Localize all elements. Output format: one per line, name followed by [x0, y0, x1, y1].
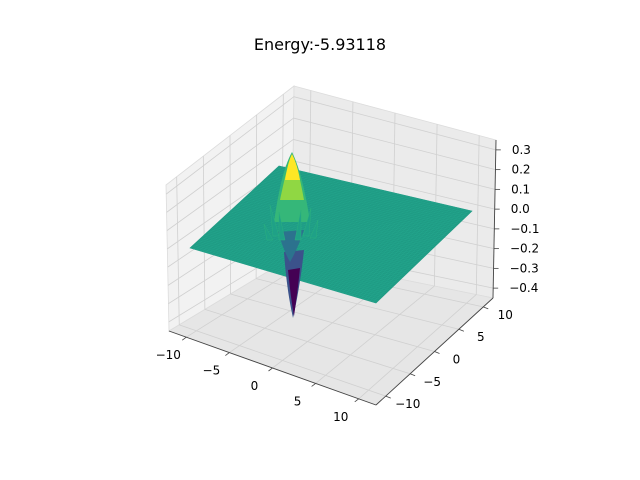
- z-ticks: 0.3 0.2 0.1 0.0 −0.1 −0.2 −0.3 −0.4: [493, 143, 539, 295]
- y-floor-gridline: [230, 293, 435, 352]
- y-ticks: −10−5 0 5 10: [385, 306, 513, 411]
- y-tick-mark: [458, 328, 465, 332]
- surface-mesh-line: [366, 208, 463, 301]
- chart-title: Energy:-5.93118: [254, 35, 386, 54]
- y-tick-mark: [483, 306, 489, 310]
- y-tick-label: 0: [453, 353, 461, 367]
- y-tick-label: −5: [423, 375, 441, 389]
- y-tick-label: 5: [477, 330, 485, 344]
- surface-mesh-line: [363, 207, 460, 300]
- surface-trough-deep: [288, 268, 300, 316]
- z-tick-label: −0.2: [510, 242, 539, 256]
- z-gridline: [166, 139, 496, 231]
- z-gridline: [165, 96, 496, 195]
- y-tick-mark: [409, 373, 416, 377]
- surface-mesh-line: [277, 167, 471, 213]
- y-tick-label: 10: [498, 308, 513, 322]
- x-wall-gridline: [475, 135, 480, 295]
- x-tick-label: −10: [156, 348, 181, 362]
- y-wall-gridline: [176, 176, 180, 325]
- z-gridline: [166, 117, 496, 213]
- y-floor-gridline: [179, 324, 386, 397]
- x-tick-mark: [354, 398, 359, 403]
- surface-mesh-line: [275, 168, 469, 215]
- z-tick-label: 0.1: [511, 182, 530, 196]
- x-tick-mark: [311, 383, 316, 387]
- x-tick-mark: [225, 352, 230, 356]
- surface-mesh-line: [351, 204, 447, 296]
- surface-ripple: [294, 209, 302, 241]
- surface-mesh-line: [347, 204, 444, 295]
- surface-mesh-line: [274, 169, 468, 216]
- surface-mesh-line: [354, 205, 450, 297]
- z-tick-label: −0.4: [509, 281, 538, 295]
- z-tick-label: 0.2: [511, 163, 530, 177]
- surface-ripple: [263, 223, 274, 241]
- z-tick-label: 0.0: [511, 202, 530, 216]
- z-tick-label: 0.3: [512, 143, 531, 157]
- x-tick-mark: [182, 336, 187, 341]
- surface-ripple: [302, 207, 312, 237]
- x-ticks: −10 −5 0 5 10: [156, 336, 359, 424]
- surface-ripple: [278, 211, 286, 241]
- surface-mesh-line: [369, 209, 466, 302]
- y-wall-gridline: [202, 156, 206, 310]
- surface-ripple: [309, 219, 319, 239]
- surface: [189, 152, 473, 318]
- x-tick-label: 0: [251, 379, 259, 393]
- x-tick-label: 5: [294, 394, 302, 408]
- y-floor-gridline: [204, 309, 411, 375]
- surface-peak-top: [285, 154, 300, 180]
- surface-mesh-line: [273, 171, 466, 218]
- x-tick-label: −5: [203, 364, 221, 378]
- y-tick-mark: [434, 351, 440, 354]
- z-axis-line: [492, 139, 497, 299]
- z-tick-label: −0.1: [510, 222, 539, 236]
- x-tick-mark: [268, 367, 273, 372]
- surface-mesh-line: [357, 206, 453, 298]
- surface-mesh-line: [271, 172, 465, 219]
- surface-ripple: [269, 204, 280, 237]
- x-tick-label: 10: [333, 410, 348, 424]
- y-tick-mark: [385, 395, 391, 399]
- surface-mesh-line: [372, 210, 469, 303]
- y-tick-label: −10: [395, 397, 420, 411]
- z-tick-label: −0.3: [510, 261, 539, 275]
- surface-mesh-line: [360, 207, 457, 299]
